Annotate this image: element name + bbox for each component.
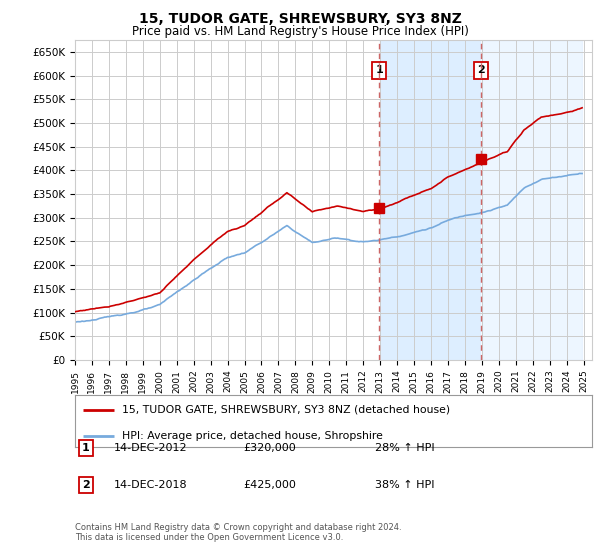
Text: 38% ↑ HPI: 38% ↑ HPI [375, 480, 434, 490]
Text: £425,000: £425,000 [243, 480, 296, 490]
Text: £320,000: £320,000 [243, 443, 296, 453]
Text: 15, TUDOR GATE, SHREWSBURY, SY3 8NZ: 15, TUDOR GATE, SHREWSBURY, SY3 8NZ [139, 12, 461, 26]
Text: 28% ↑ HPI: 28% ↑ HPI [375, 443, 434, 453]
Text: 2: 2 [477, 66, 485, 76]
Text: 1: 1 [82, 443, 89, 453]
Text: 14-DEC-2012: 14-DEC-2012 [114, 443, 188, 453]
Text: Price paid vs. HM Land Registry's House Price Index (HPI): Price paid vs. HM Land Registry's House … [131, 25, 469, 38]
Text: 2: 2 [82, 480, 89, 490]
Text: 1: 1 [376, 66, 383, 76]
Text: 15, TUDOR GATE, SHREWSBURY, SY3 8NZ (detached house): 15, TUDOR GATE, SHREWSBURY, SY3 8NZ (det… [122, 404, 449, 414]
Text: 14-DEC-2018: 14-DEC-2018 [114, 480, 188, 490]
Text: HPI: Average price, detached house, Shropshire: HPI: Average price, detached house, Shro… [122, 431, 382, 441]
Text: Contains HM Land Registry data © Crown copyright and database right 2024.
This d: Contains HM Land Registry data © Crown c… [75, 522, 401, 542]
